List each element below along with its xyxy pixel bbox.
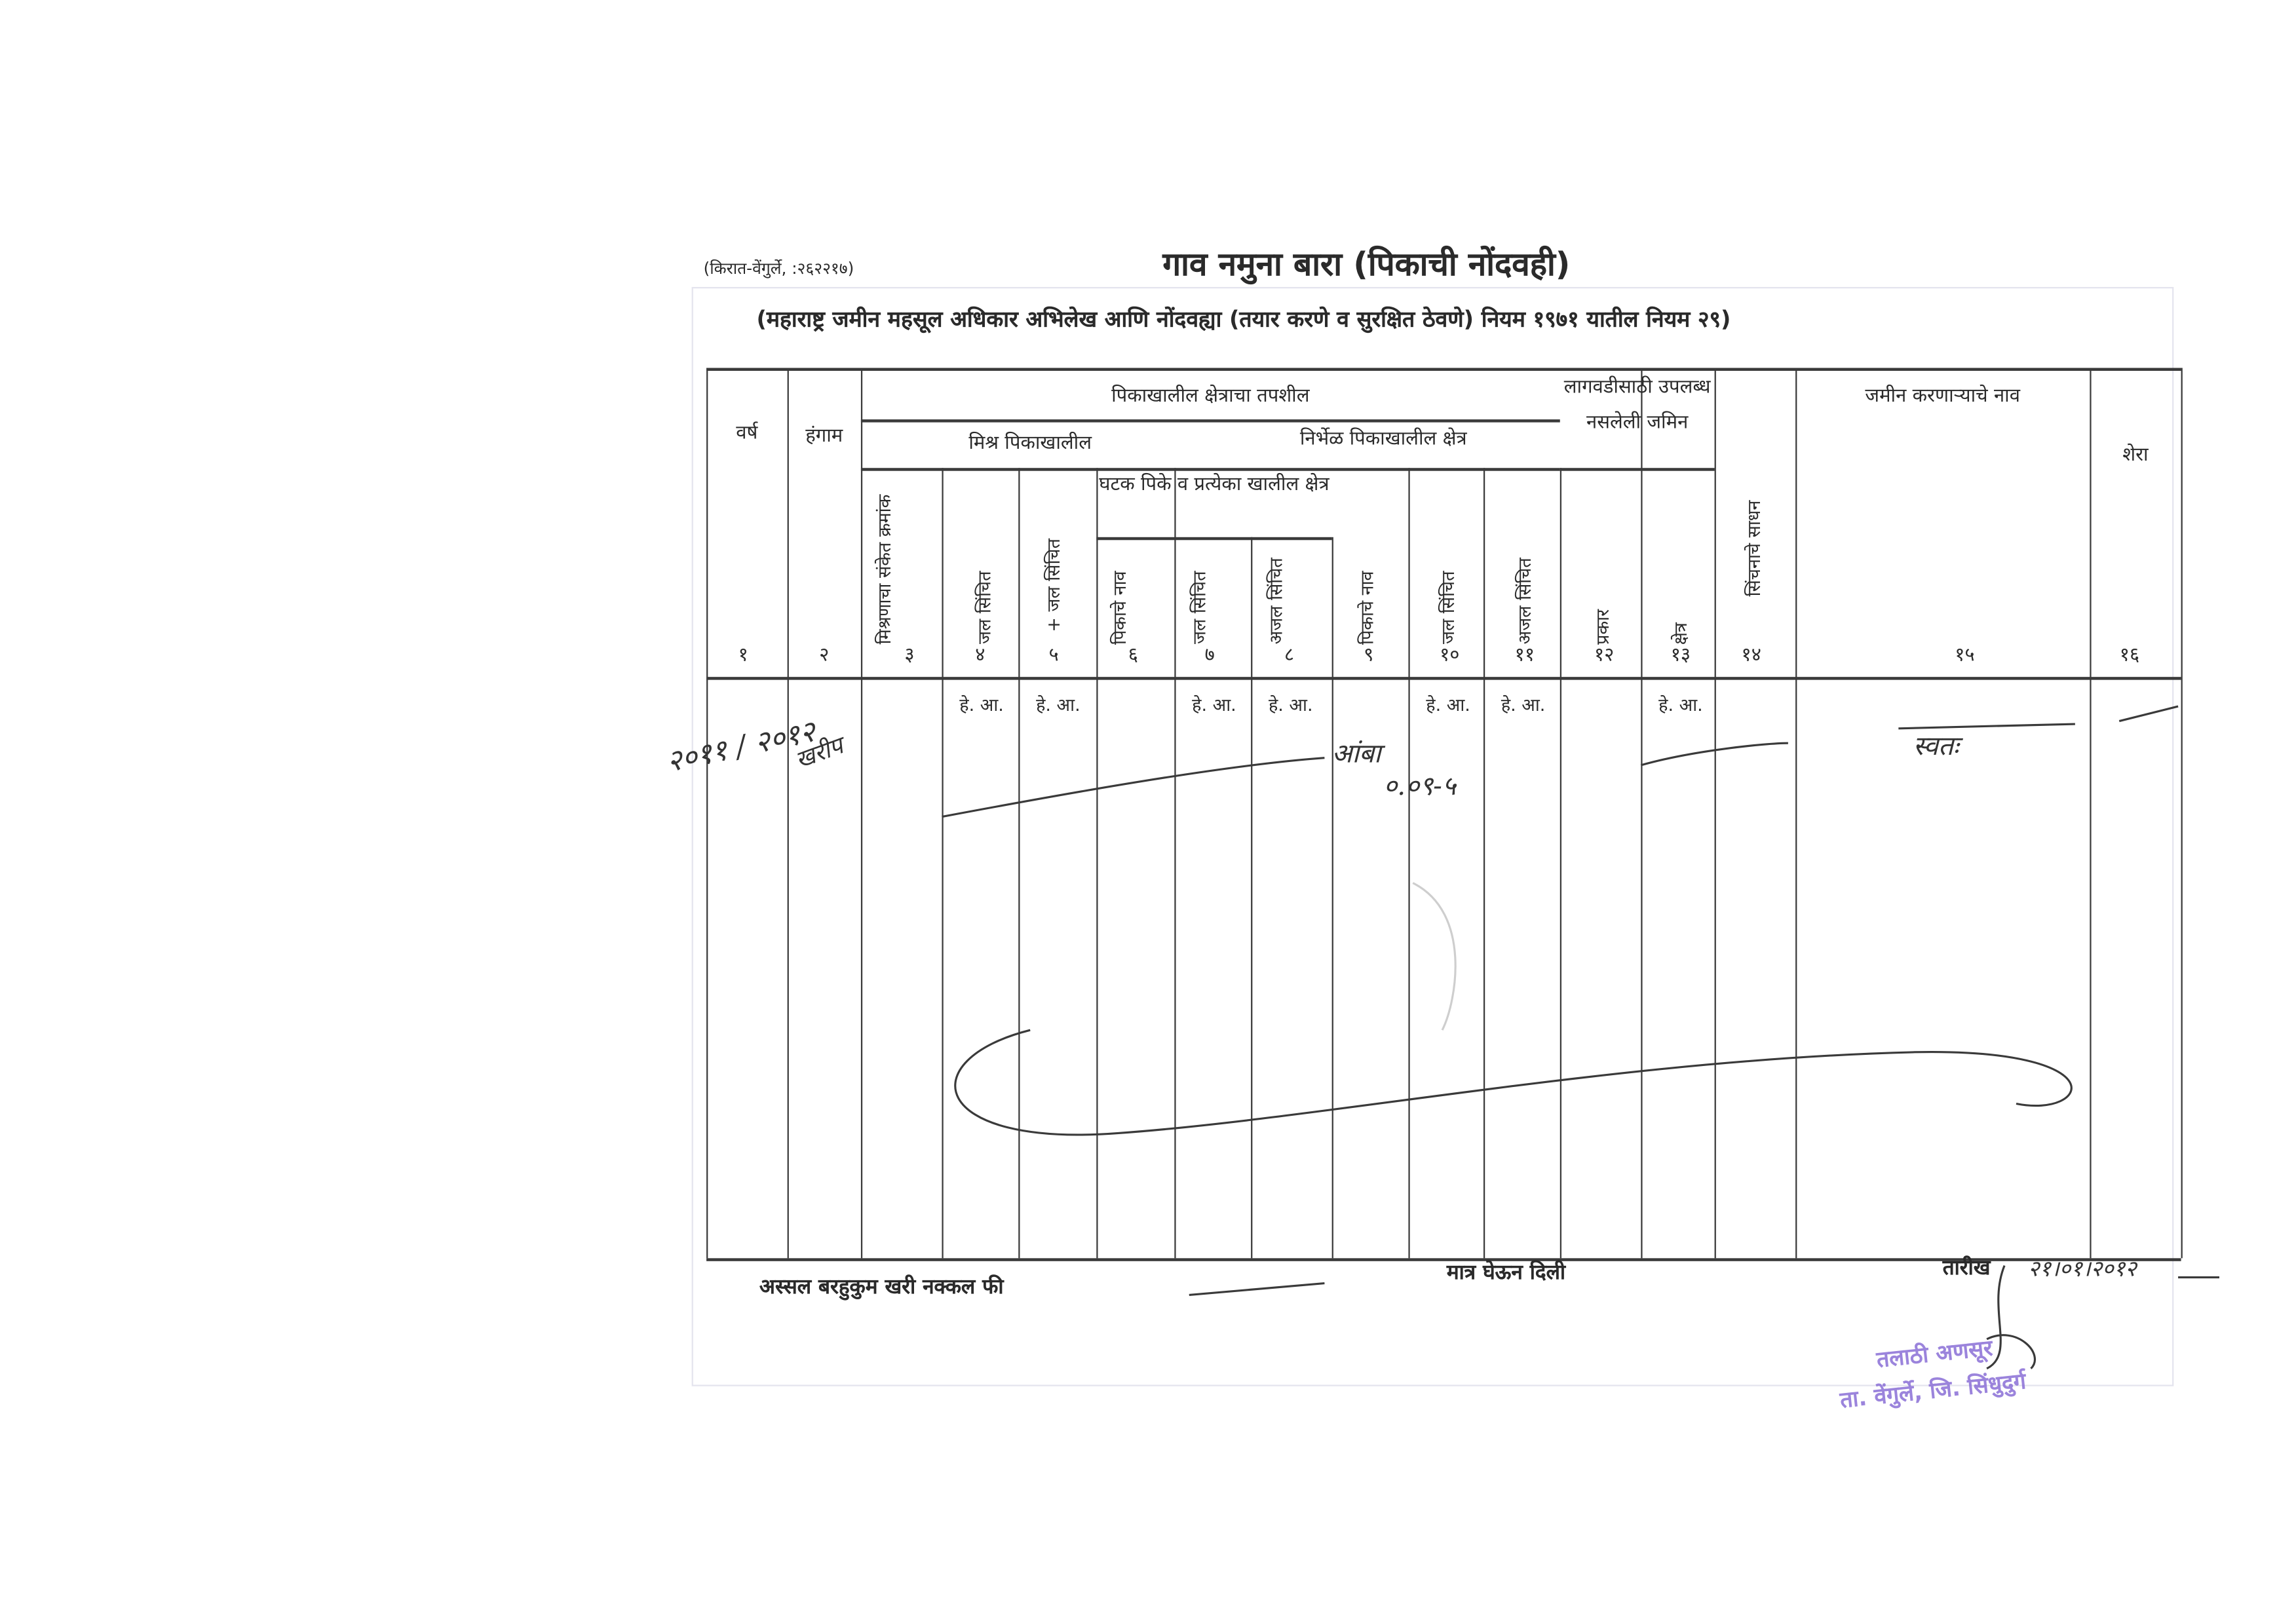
column-divider: [1714, 368, 1716, 1259]
unit-label: हे. आ.: [1036, 695, 1081, 715]
z-loop-stroke: [954, 1029, 2073, 1136]
column-number: १५: [1955, 644, 1975, 667]
printer-credit: (किरात-वेंगुर्ले, :२६२२१७): [703, 259, 854, 278]
column-number: ३: [904, 644, 915, 667]
column-divider: [1174, 468, 1176, 1259]
column-divider: [2181, 368, 2183, 1259]
column-divider: [787, 368, 789, 1259]
date-label: तारीख: [1942, 1257, 1991, 1281]
column-number: १: [738, 644, 748, 667]
column-number: ७: [1204, 644, 1215, 667]
entry-area: ०.०९-५: [1383, 771, 1456, 803]
column-divider: [1018, 468, 1020, 1259]
column-divider: [1795, 368, 1797, 1259]
column-number: १३: [1670, 644, 1691, 667]
column-divider: [706, 368, 708, 1259]
header-row-divider: [1096, 537, 1332, 541]
certified-copy-fee-label: अस्सल बरहुकुम खरी नक्कल फी: [759, 1276, 1004, 1300]
column-divider: [1559, 468, 1562, 1259]
bleed-through-outline: [691, 286, 2174, 1386]
column-divider: [1251, 537, 1253, 1259]
header-bottom-divider: [706, 677, 2181, 680]
footer-dash-stroke: [1189, 1282, 1325, 1297]
column-divider: [1408, 468, 1410, 1259]
form-subtitle: (महाराष्ट्र जमीन महसूल अधिकार अभिलेख आणि…: [756, 306, 1731, 333]
column-divider: [1483, 468, 1485, 1259]
entry-cultivator: स्वतः: [1913, 731, 1959, 763]
header-season: हंगाम: [805, 425, 843, 448]
unit-label: हे. आ.: [1501, 695, 1546, 715]
header-mixed-crop: मिश्र पिकाखालील: [968, 432, 1092, 455]
header-row-divider: [860, 419, 1560, 423]
column-divider: [2090, 368, 2092, 1259]
entry-crop: आंबा: [1331, 738, 1381, 770]
header-pure-crop: निर्भेळ पिकाखालील क्षेत्र: [1299, 428, 1467, 451]
column-number: ५: [1048, 644, 1059, 667]
column-divider: [1641, 368, 1643, 1259]
header-year: वर्ष: [736, 422, 758, 445]
column-number: ८: [1284, 644, 1295, 667]
unit-label: हे. आ.: [1658, 695, 1703, 715]
dash-stroke: [942, 757, 1325, 818]
unit-label: हे. आ.: [1426, 695, 1470, 715]
dash-stroke: [1898, 723, 2075, 730]
column-number: ९: [1364, 644, 1374, 667]
column-number: ४: [975, 644, 985, 667]
column-number: ६: [1128, 644, 1139, 667]
header-row-divider: [1559, 468, 1715, 471]
signature-stroke: [1986, 1265, 2036, 1370]
dash-stroke: [2118, 705, 2179, 723]
header-remarks: शेरा: [2122, 444, 2149, 467]
dash-stroke: [1412, 882, 1457, 1031]
header-component-crops: घटक पिके व प्रत्येका खालील क्षेत्र: [1099, 474, 1330, 496]
column-number: १०: [1440, 644, 1460, 667]
column-divider: [1096, 468, 1098, 1259]
table-top-border: [706, 368, 2181, 371]
column-divider: [860, 368, 863, 1259]
header-row-divider: [860, 468, 1560, 471]
column-number: १२: [1594, 644, 1615, 667]
unit-label: हे. आ.: [1192, 695, 1236, 715]
date-value: २१।०१।२०१२: [2027, 1255, 2137, 1282]
column-number: २: [819, 644, 830, 667]
column-divider: [942, 468, 944, 1259]
header-crop-area-details: पिकाखालील क्षेत्राचा तपशील: [1111, 385, 1310, 408]
header-cultivator-name: जमीन करणाऱ्याचे नाव: [1865, 385, 2020, 408]
table-bottom-border: [706, 1258, 2181, 1261]
form-title: गाव नमुना बारा (पिकाची नोंदवही): [1162, 247, 1571, 284]
column-number: १६: [2119, 644, 2140, 667]
unit-label: हे. आ.: [1268, 695, 1313, 715]
column-divider: [1331, 537, 1333, 1259]
header-uncultivable: लागवडीसाठी उपलब्ध नसलेली जमिन: [1563, 376, 1711, 434]
received-label: मात्र घेऊन दिली: [1446, 1261, 1566, 1285]
column-number: १४: [1741, 644, 1761, 667]
column-number: ११: [1514, 644, 1535, 667]
dash-stroke: [1640, 742, 1788, 767]
unit-label: हे. आ.: [959, 695, 1004, 715]
